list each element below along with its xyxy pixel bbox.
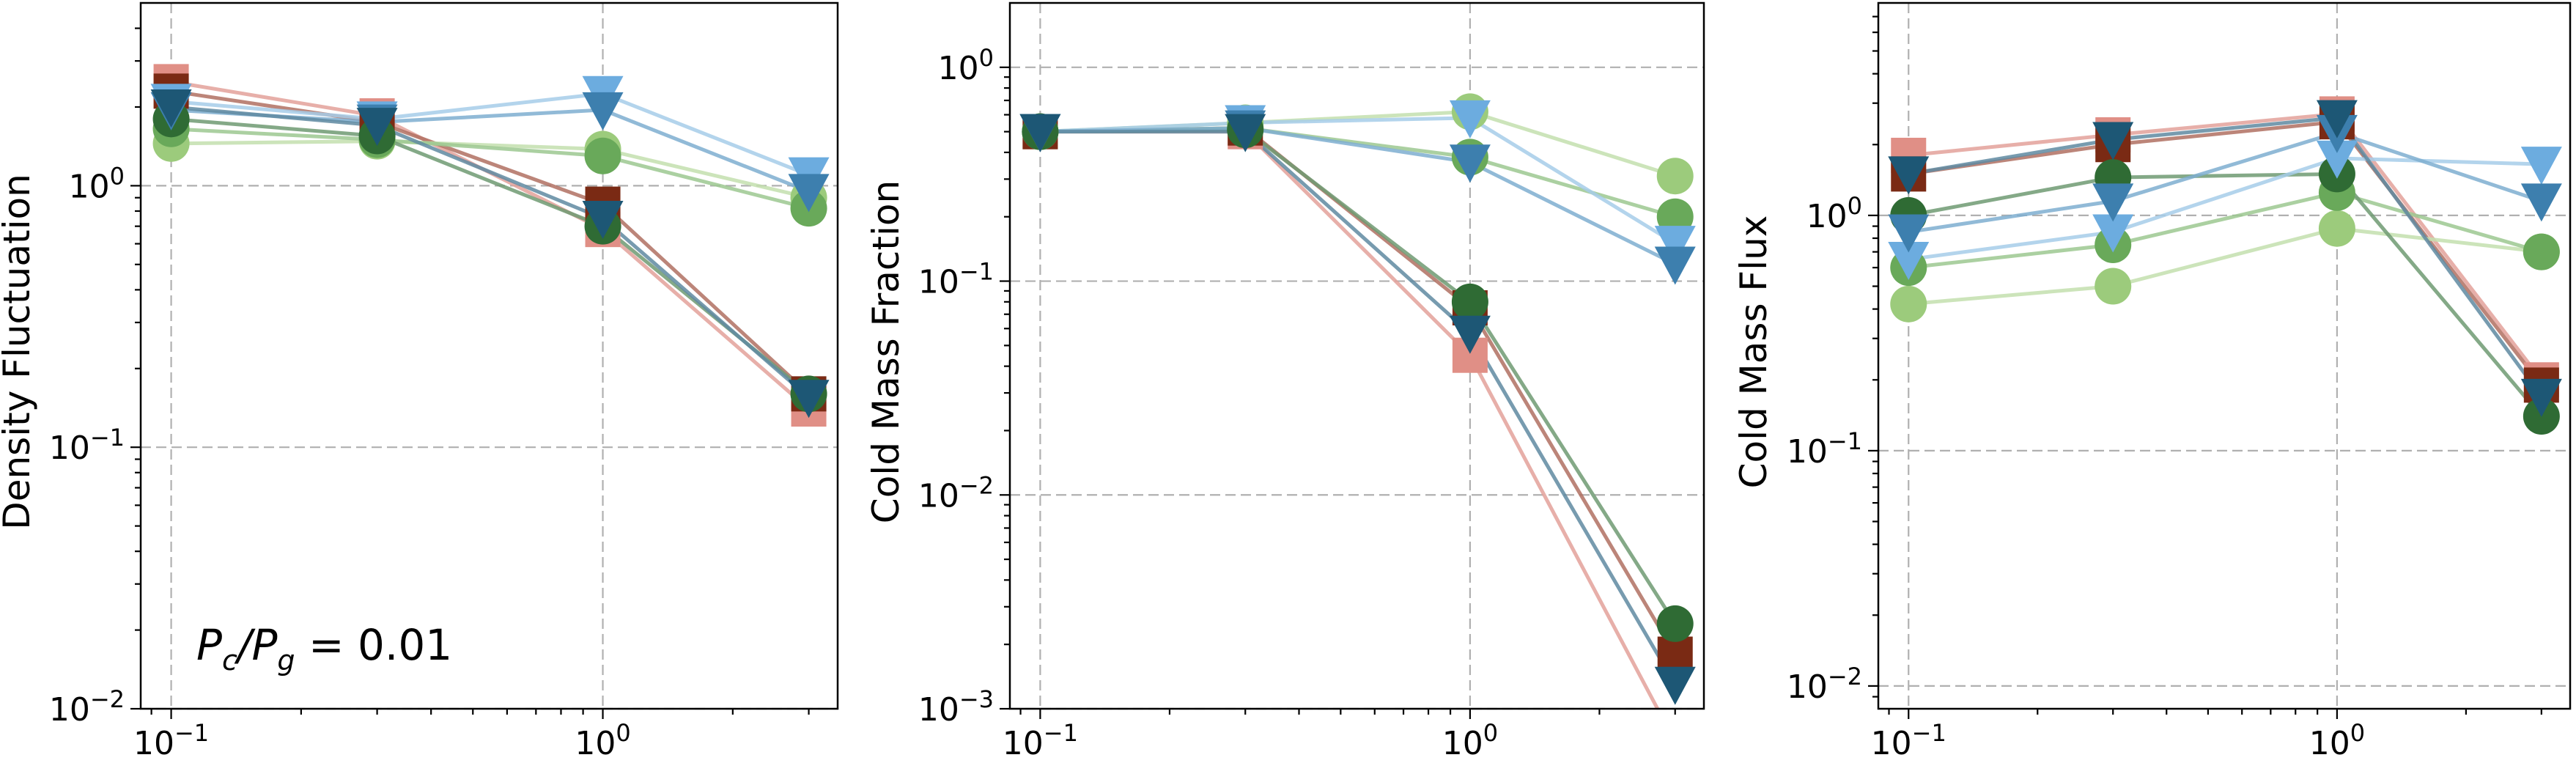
axes-frame: [1877, 1, 2572, 710]
tick-label: 10−2: [49, 685, 125, 729]
tick-label: 10−1: [49, 424, 125, 467]
data-point-triangle: [2092, 122, 2134, 161]
series-line: [171, 89, 811, 396]
tick-label: 10−2: [1787, 663, 1862, 706]
data-point-square: [1657, 636, 1693, 672]
axes-frame: [1008, 1, 1705, 710]
tick-label: 100: [2309, 719, 2365, 762]
minor-ticks: [135, 27, 810, 715]
data-point-triangle: [356, 108, 398, 147]
series-line: [1908, 116, 2543, 398]
data-point-circle: [2523, 233, 2560, 270]
series-line: [171, 92, 810, 177]
minor-ticks: [1004, 76, 1676, 715]
series-line: [1908, 226, 2542, 306]
tick-label: 10−1: [1787, 427, 1862, 471]
tick-label: 10−3: [918, 685, 994, 729]
series-line: [1040, 126, 1676, 219]
data-point-circle: [1656, 158, 1694, 195]
series-line: [171, 139, 810, 200]
data-point-circle: [1451, 283, 1488, 320]
tick-label: 10−1: [1003, 719, 1078, 762]
tick-label: 100: [1806, 192, 1862, 235]
data-point-triangle: [1654, 666, 1696, 705]
axes-frame: [139, 1, 839, 710]
tick-label: 10−1: [918, 258, 994, 301]
data-point-square: [1658, 724, 1693, 759]
series-line: [171, 127, 810, 210]
tick-label: 10−1: [133, 719, 209, 762]
data-point-circle: [584, 137, 621, 174]
series-line: [1040, 130, 1660, 709]
series-line: [1908, 191, 2542, 270]
y-axis-label: Cold Mass Flux: [1732, 215, 1775, 489]
tick-label: 100: [575, 719, 630, 762]
tick-label: 10−2: [918, 471, 994, 515]
data-point-triangle: [1449, 315, 1491, 354]
series-line: [171, 117, 811, 396]
y-axis-label: Cold Mass Fraction: [865, 180, 907, 523]
data-point-triangle: [1654, 226, 1696, 265]
data-point-triangle: [2520, 378, 2562, 417]
data-point-circle: [1656, 605, 1694, 642]
series-line: [171, 79, 811, 410]
data-point-triangle: [1449, 100, 1491, 139]
cold-mass-fraction-panel: 10−1 100 10−3 10−2 10−1 100 Cold Mass Fraction: [865, 1, 1705, 762]
data-point-triangle: [1654, 246, 1696, 285]
series-line: [1040, 126, 1677, 655]
minor-ticks: [1872, 15, 2542, 715]
data-point-triangle: [582, 200, 624, 239]
plot-area: [1888, 96, 2562, 435]
data-point-triangle: [788, 380, 830, 419]
tick-label: 100: [1442, 719, 1498, 762]
data-point-circle: [1890, 285, 1927, 322]
data-point-circle: [2095, 268, 2132, 305]
data-point-triangle: [1019, 114, 1061, 152]
data-point-triangle: [1225, 114, 1266, 152]
series-line: [1040, 116, 1677, 246]
ratio-annotation: Pc/Pg = 0.01: [196, 620, 452, 677]
data-point-triangle: [1888, 156, 1930, 195]
data-point-triangle: [1888, 214, 1930, 253]
series-line: [1908, 119, 2543, 386]
tick-label: 10−1: [1871, 719, 1946, 762]
data-point-triangle: [1888, 241, 1930, 280]
data-point-triangle: [582, 92, 624, 130]
data-point-triangle: [2092, 214, 2134, 253]
data-point-circle: [2318, 210, 2355, 247]
series-line: [1908, 130, 2542, 235]
plot-area: [150, 64, 830, 427]
data-point-triangle: [150, 89, 192, 128]
series-line: [171, 105, 811, 399]
series-line: [1908, 111, 2543, 381]
data-point-triangle: [2316, 100, 2358, 139]
data-point-triangle: [1449, 144, 1491, 183]
tick-label: 100: [69, 162, 125, 205]
data-point-triangle: [2520, 147, 2562, 185]
y-axis-label: Density Fluctuation: [0, 174, 38, 530]
data-point-triangle: [2092, 183, 2134, 222]
data-point-triangle: [2316, 140, 2358, 179]
series-line: [1908, 156, 2542, 262]
data-point-triangle: [788, 174, 830, 213]
plot-area: [1019, 93, 1696, 759]
series-line: [1040, 128, 1677, 625]
data-point-triangle: [2520, 183, 2562, 222]
series-line: [1040, 130, 1677, 686]
series-line: [1908, 172, 2543, 418]
tick-label: 100: [938, 44, 994, 87]
